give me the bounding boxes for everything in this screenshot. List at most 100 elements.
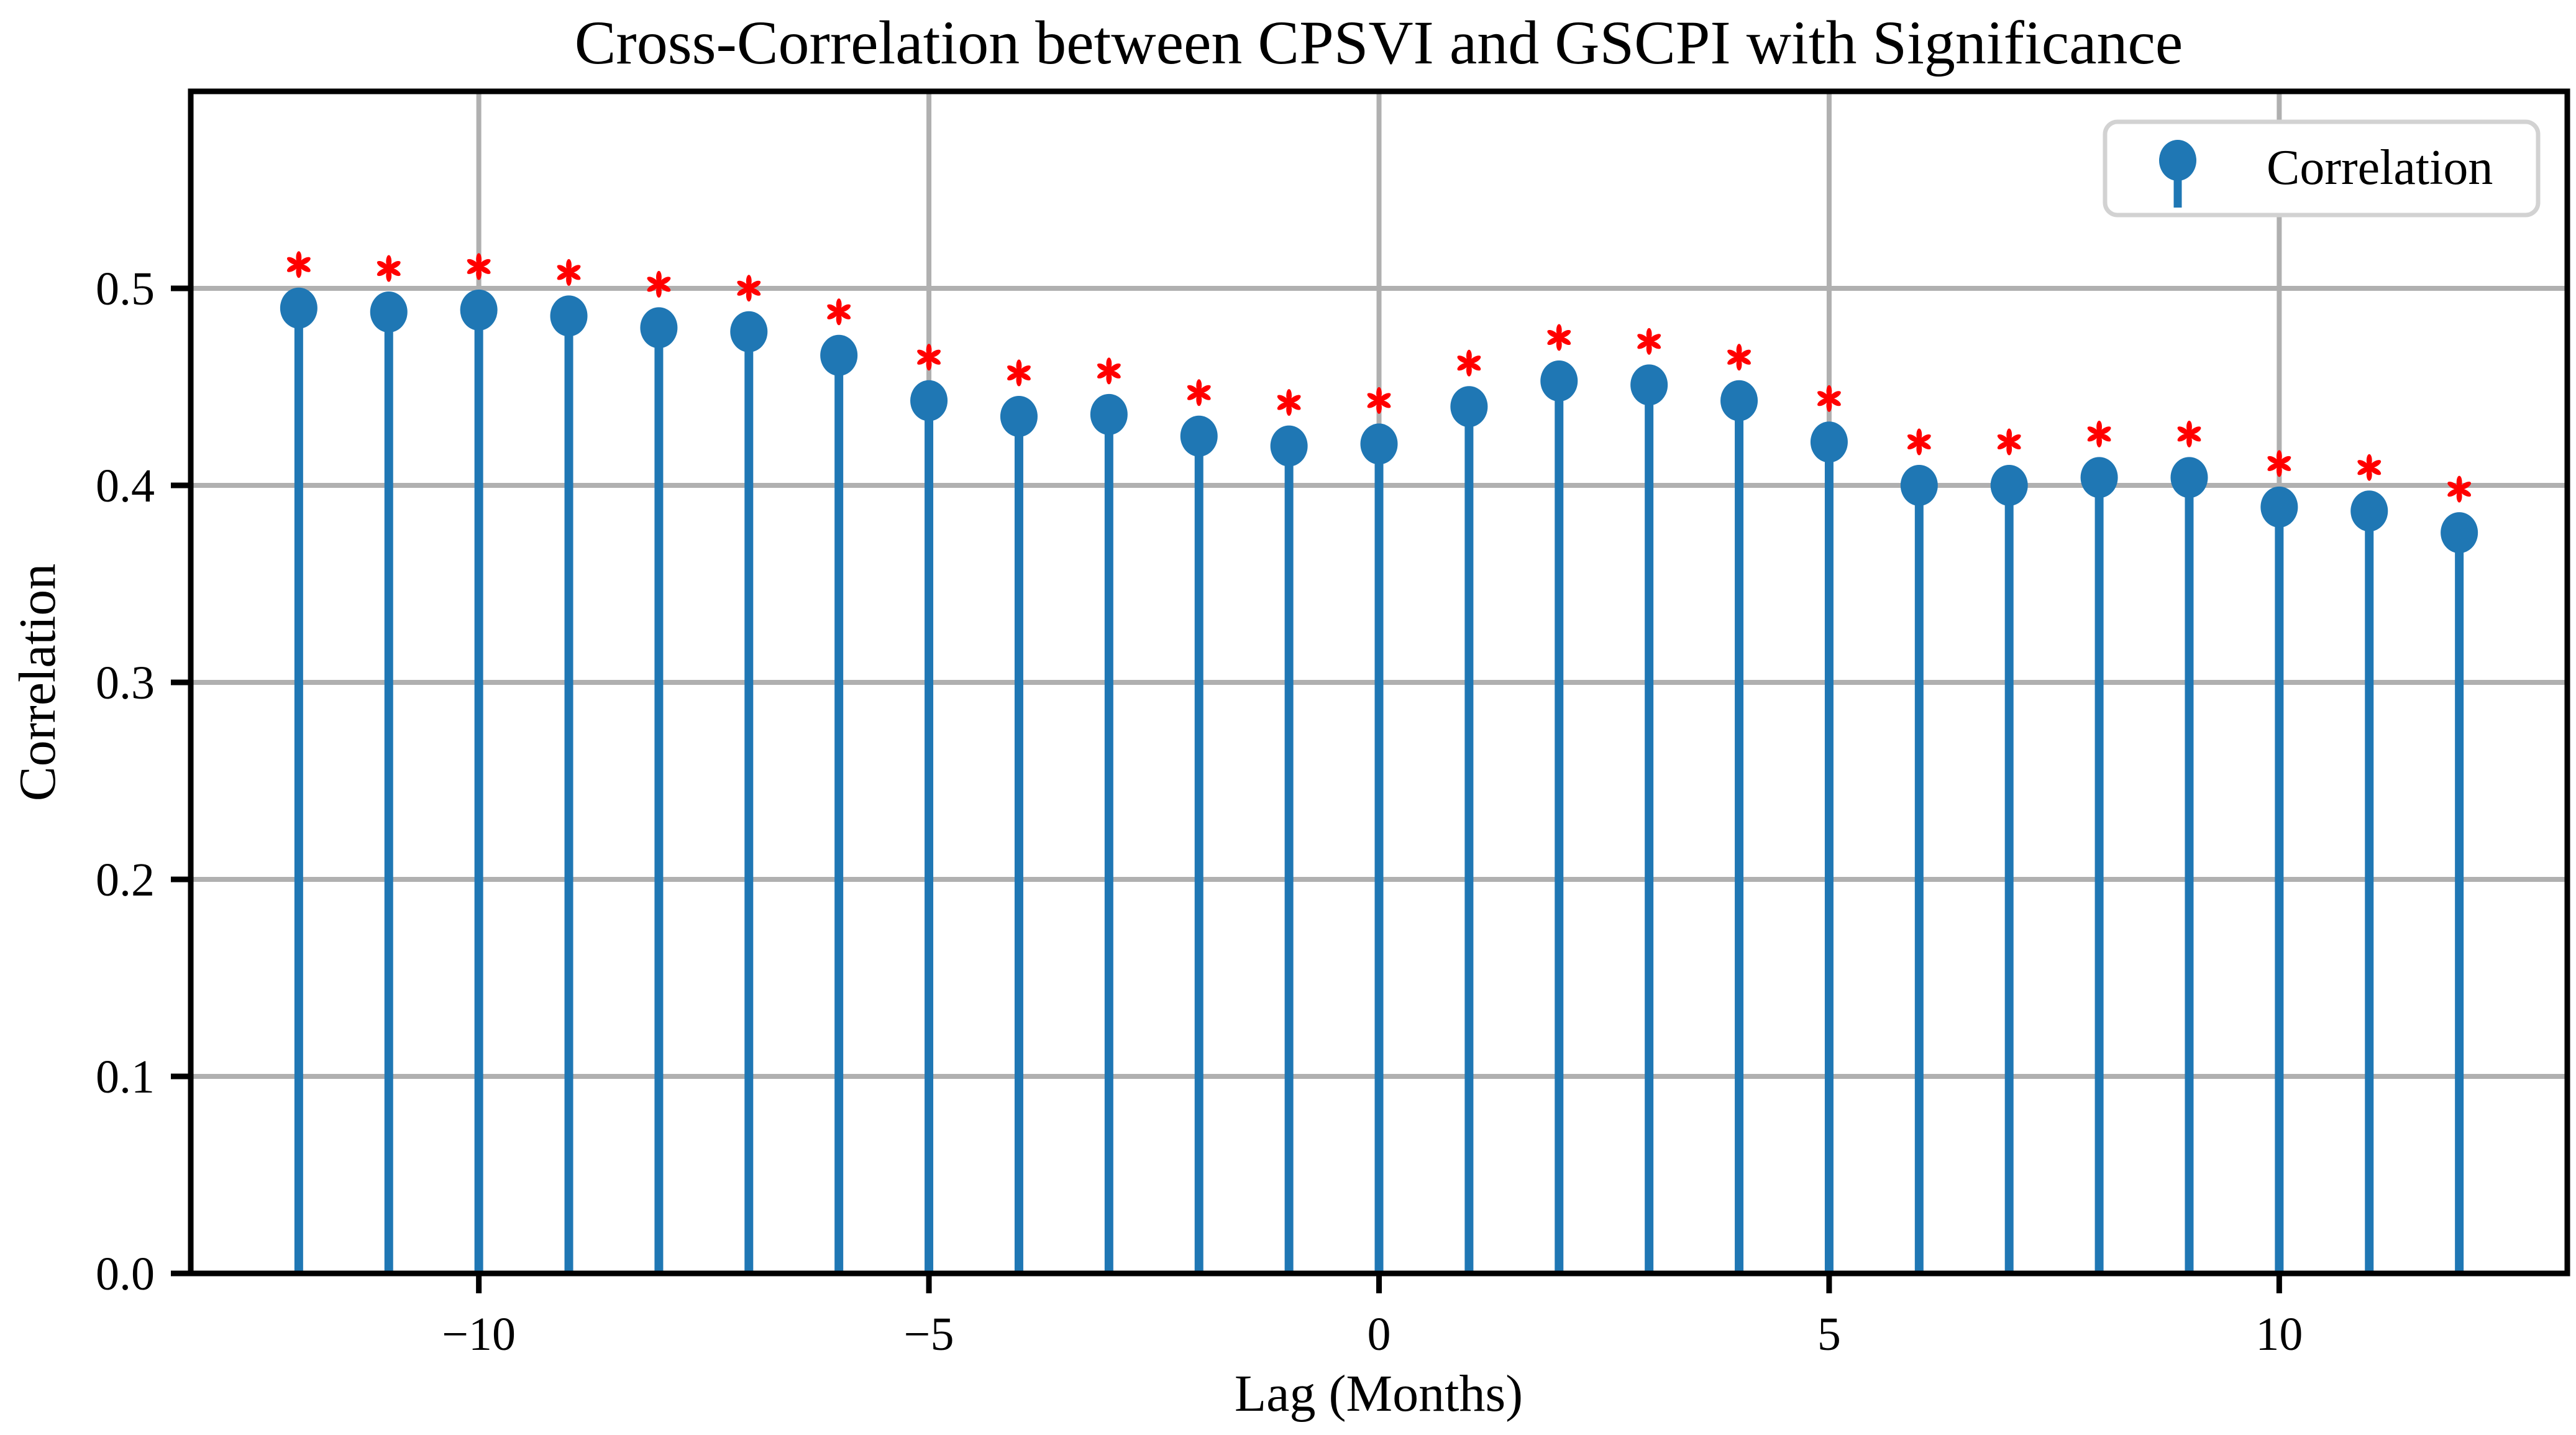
correlation-dot bbox=[1630, 364, 1668, 406]
asterisk-petal bbox=[1466, 364, 1472, 377]
correlation-dot bbox=[910, 380, 948, 421]
x-tick-label: 0 bbox=[1368, 1308, 1391, 1360]
y-tick-label: 0.0 bbox=[96, 1248, 155, 1300]
asterisk-petal bbox=[467, 259, 478, 267]
asterisk-petal bbox=[1829, 398, 1841, 406]
correlation-dot bbox=[1360, 423, 1398, 465]
significance-asterisk bbox=[2267, 450, 2291, 477]
significance-asterisk bbox=[377, 255, 401, 282]
asterisk-petal bbox=[1376, 401, 1382, 414]
asterisk-petal bbox=[386, 269, 392, 282]
asterisk-petal bbox=[1379, 400, 1391, 408]
y-tick-label: 0.1 bbox=[96, 1051, 155, 1103]
asterisk-petal bbox=[2447, 488, 2459, 497]
asterisk-petal bbox=[1469, 362, 1481, 371]
asterisk-petal bbox=[2096, 434, 2102, 447]
asterisk-petal bbox=[926, 358, 932, 371]
asterisk-petal bbox=[1547, 329, 1559, 338]
asterisk-petal bbox=[299, 264, 311, 272]
asterisk-petal bbox=[1560, 329, 1571, 338]
asterisk-petal bbox=[569, 265, 581, 273]
asterisk-petal bbox=[1289, 402, 1301, 410]
asterisk-petal bbox=[2009, 441, 2021, 450]
asterisk-petal bbox=[2267, 463, 2279, 471]
asterisk-petal bbox=[1286, 403, 1292, 416]
asterisk-petal bbox=[1907, 434, 1919, 442]
asterisk-petal bbox=[737, 280, 749, 289]
correlation-dot bbox=[1000, 396, 1038, 438]
asterisk-petal bbox=[659, 277, 671, 285]
significance-asterisk bbox=[1187, 379, 1211, 406]
asterisk-petal bbox=[2099, 433, 2111, 442]
y-tick-label: 0.3 bbox=[96, 657, 155, 709]
asterisk-petal bbox=[2177, 433, 2189, 442]
asterisk-petal bbox=[1826, 399, 1832, 412]
asterisk-petal bbox=[836, 298, 842, 311]
asterisk-petal bbox=[2186, 420, 2192, 433]
asterisk-petal bbox=[557, 265, 569, 273]
significance-asterisk bbox=[1907, 428, 1931, 456]
asterisk-petal bbox=[929, 357, 941, 365]
asterisk-petal bbox=[827, 304, 839, 313]
correlation-dot bbox=[640, 307, 678, 349]
correlation-dot bbox=[1720, 380, 1758, 421]
asterisk-petal bbox=[749, 280, 761, 289]
asterisk-petal bbox=[839, 304, 851, 313]
asterisk-petal bbox=[1727, 349, 1739, 358]
asterisk-petal bbox=[2280, 456, 2291, 464]
asterisk-petal bbox=[1817, 398, 1829, 406]
correlation-dot bbox=[550, 295, 588, 337]
asterisk-petal bbox=[1106, 357, 1112, 370]
asterisk-petal bbox=[1289, 395, 1301, 403]
significance-asterisk bbox=[1997, 428, 2021, 456]
asterisk-petal bbox=[2009, 434, 2021, 442]
asterisk-petal bbox=[1556, 324, 1562, 337]
asterisk-petal bbox=[1637, 341, 1649, 349]
correlation-dot bbox=[1090, 393, 1128, 435]
asterisk-petal bbox=[1199, 385, 1211, 393]
asterisk-petal bbox=[1097, 363, 1108, 372]
x-tick-label: 10 bbox=[2255, 1308, 2303, 1360]
asterisk-petal bbox=[2366, 454, 2372, 467]
correlation-dot bbox=[1180, 415, 1218, 457]
significance-asterisk bbox=[1637, 328, 1661, 355]
significance-asterisk bbox=[1817, 385, 1841, 412]
correlation-dot bbox=[370, 291, 408, 333]
asterisk-petal bbox=[2006, 442, 2012, 456]
significance-asterisk bbox=[2177, 420, 2201, 447]
x-axis-label: Lag (Months) bbox=[1235, 1365, 1523, 1423]
asterisk-petal bbox=[1019, 365, 1031, 374]
significance-asterisk bbox=[2087, 420, 2111, 447]
asterisk-petal bbox=[467, 266, 478, 274]
asterisk-petal bbox=[1106, 372, 1112, 385]
asterisk-petal bbox=[2186, 434, 2192, 447]
correlation-dot bbox=[1810, 421, 1848, 463]
asterisk-petal bbox=[2276, 450, 2282, 463]
asterisk-petal bbox=[2087, 426, 2099, 434]
axes-layer: −10 −5 0 5 10 0.0 0.1 0.2 0.3 0.4 0.5 bbox=[96, 88, 2570, 1360]
asterisk-petal bbox=[1007, 372, 1018, 381]
asterisk-petal bbox=[2190, 433, 2201, 442]
significance-asterisk bbox=[737, 275, 761, 302]
asterisk-petal bbox=[929, 349, 941, 358]
asterisk-petal bbox=[1196, 393, 1202, 406]
asterisk-petal bbox=[1097, 370, 1108, 378]
correlation-dot bbox=[1900, 465, 1938, 506]
significance-asterisk bbox=[1727, 344, 1751, 371]
asterisk-petal bbox=[1286, 389, 1292, 402]
legend-label: Correlation bbox=[2267, 140, 2493, 195]
asterisk-petal bbox=[2456, 490, 2462, 503]
correlation-dot bbox=[2170, 457, 2208, 498]
asterisk-petal bbox=[1736, 358, 1742, 371]
asterisk-petal bbox=[839, 311, 851, 319]
asterisk-petal bbox=[389, 261, 401, 269]
asterisk-petal bbox=[476, 267, 482, 280]
asterisk-petal bbox=[566, 273, 572, 286]
legend-box bbox=[2103, 119, 2541, 218]
asterisk-petal bbox=[2357, 460, 2369, 468]
asterisk-petal bbox=[476, 253, 482, 266]
asterisk-petal bbox=[566, 259, 572, 272]
asterisk-petal bbox=[2087, 433, 2099, 442]
asterisk-petal bbox=[296, 251, 302, 264]
